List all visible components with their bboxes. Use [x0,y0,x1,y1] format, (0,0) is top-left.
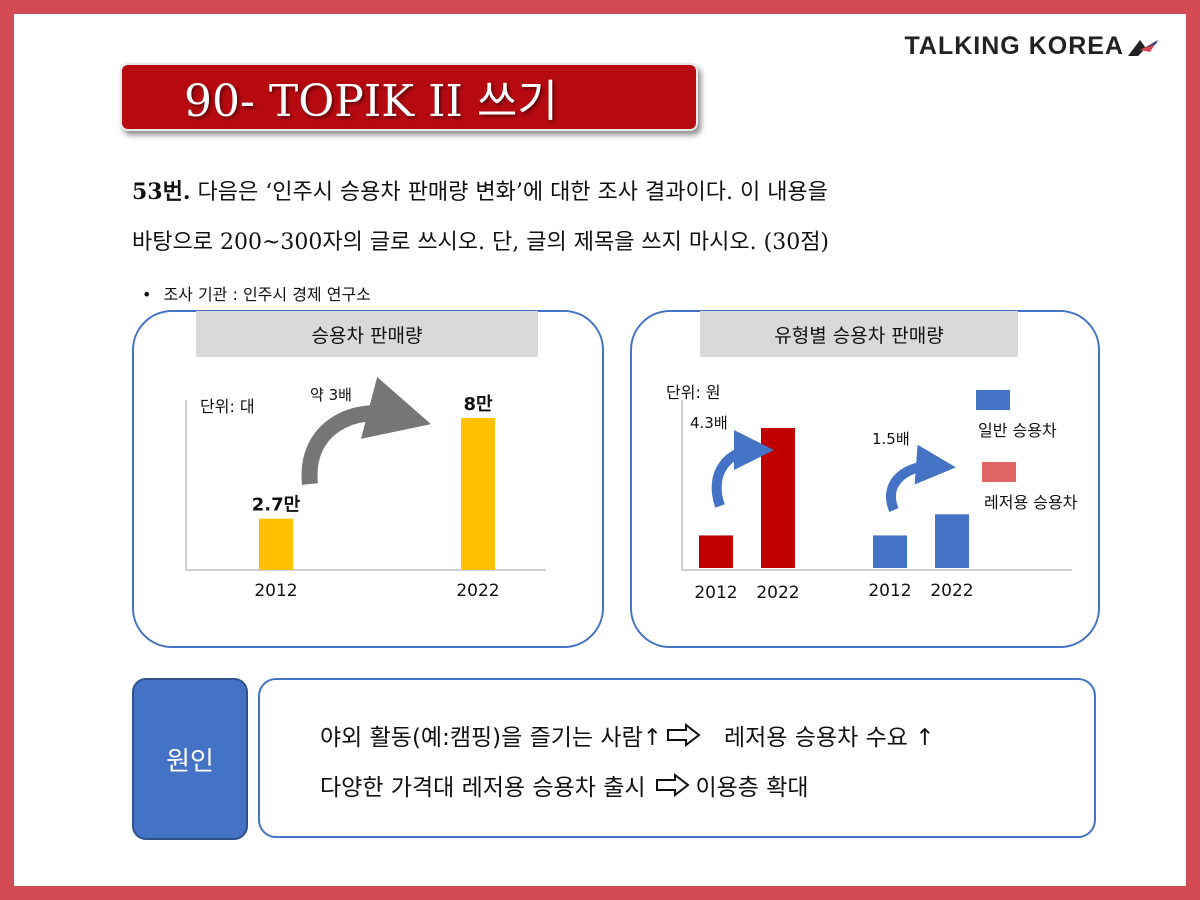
type-bar-group2-2022 [935,514,969,568]
right-arrow-icon [666,723,701,747]
right-arrow-icon [656,773,691,797]
sales-data-label-2022: 8만 [463,394,493,415]
sales-tick-label-2022: 2022 [456,581,499,601]
cause-line-1: 야외 활동(예:캠핑)을 즐기는 사람↑ 레저용 승용차 수요 ↑ [320,718,934,752]
cause-line-2-end: 이용층 확대 [695,775,809,801]
type-bar-group1-2022 [761,428,795,568]
sales-data-label-2012: 2.7만 [252,495,301,516]
brand-mark-icon [1128,39,1158,56]
type-tick-label-group1-2022: 2022 [756,583,799,603]
type-tick-label-group1-2012: 2012 [694,583,737,603]
question-line-1: 다음은 ‘인주시 승용차 판매량 변화’에 대한 조사 결과이다. 이 내용을 [197,180,828,205]
type-tick-label-group2-2022: 2022 [930,581,973,601]
sales-unit-label: 단위: 대 [200,397,255,416]
general-growth-annotation: 1.5배 [872,430,910,448]
slide: TALKING KOREA 90- TOPIK II 쓰기 53번. 다음은 ‘… [14,14,1186,886]
growth-arrow-icon [301,376,431,485]
type-chart: 단위: 원 2012 2022 2012 2022 4.3배 1.5배 일반 승용차 … [666,383,1078,603]
general-growth-arrow-icon [886,444,956,512]
bullet: • [142,285,152,304]
type-bar-group1-2012 [699,535,733,568]
brand-logo: TALKING KOREA [905,32,1160,61]
cause-label: 원인 [166,746,214,777]
question-text: 53번. 다음은 ‘인주시 승용차 판매량 변화’에 대한 조사 결과이다. 이… [132,167,1072,268]
type-bar-group2-2012 [873,535,907,568]
legend-swatch-leisure [982,462,1016,482]
cause-line-1-end: 레저용 승용차 수요 ↑ [723,725,935,751]
title-banner: 90- TOPIK II 쓰기 [120,63,698,131]
sales-bar-2012 [259,518,293,570]
cause-line-2: 다양한 가격대 레저용 승용차 출시 이용층 확대 [320,768,809,802]
legend-swatch-general [976,390,1010,410]
sales-chart: 단위: 대 2.7만 2012 8만 2022 약 3배 [185,376,546,601]
sales-chart-panel: 승용차 판매량 단위: 대 2.7만 2012 8만 2022 약 3배 [132,310,604,648]
question-line-2: 바탕으로 200~300자의 글로 쓰시오. 단, 글의 제목을 쓰지 마시오.… [132,230,830,255]
legend-label-leisure: 레저용 승용차 [984,493,1078,512]
sales-growth-annotation: 약 3배 [310,386,352,404]
cause-line-1-start: 야외 활동(예:캠핑)을 즐기는 사람↑ [320,725,662,751]
brand-name: TALKING KOREA [904,32,1124,60]
question-number: 53번. [132,179,191,205]
leisure-growth-arrow-icon [711,430,774,508]
legend-label-general: 일반 승용차 [978,421,1057,440]
survey-source-text: 조사 기관 : 인주시 경제 연구소 [163,285,371,304]
type-unit-label: 단위: 원 [666,383,721,402]
type-chart-title: 유형별 승용차 판매량 [700,311,1018,357]
leisure-growth-annotation: 4.3배 [690,414,728,432]
cause-label-box: 원인 [132,678,248,840]
cause-line-2-start: 다양한 가격대 레저용 승용차 출시 [320,775,646,801]
page-title: 90- TOPIK II 쓰기 [184,76,558,127]
cause-text-box: 야외 활동(예:캠핑)을 즐기는 사람↑ 레저용 승용차 수요 ↑ 다양한 가격… [258,678,1096,838]
sales-chart-title: 승용차 판매량 [196,311,538,357]
sales-bar-2022 [461,418,495,570]
type-chart-panel: 유형별 승용차 판매량 단위: 원 2012 2022 2012 2022 4.3배 … [630,310,1100,648]
type-tick-label-group2-2012: 2012 [868,581,911,601]
survey-source: • 조사 기관 : 인주시 경제 연구소 [142,281,371,305]
sales-tick-label-2012: 2012 [254,581,297,601]
